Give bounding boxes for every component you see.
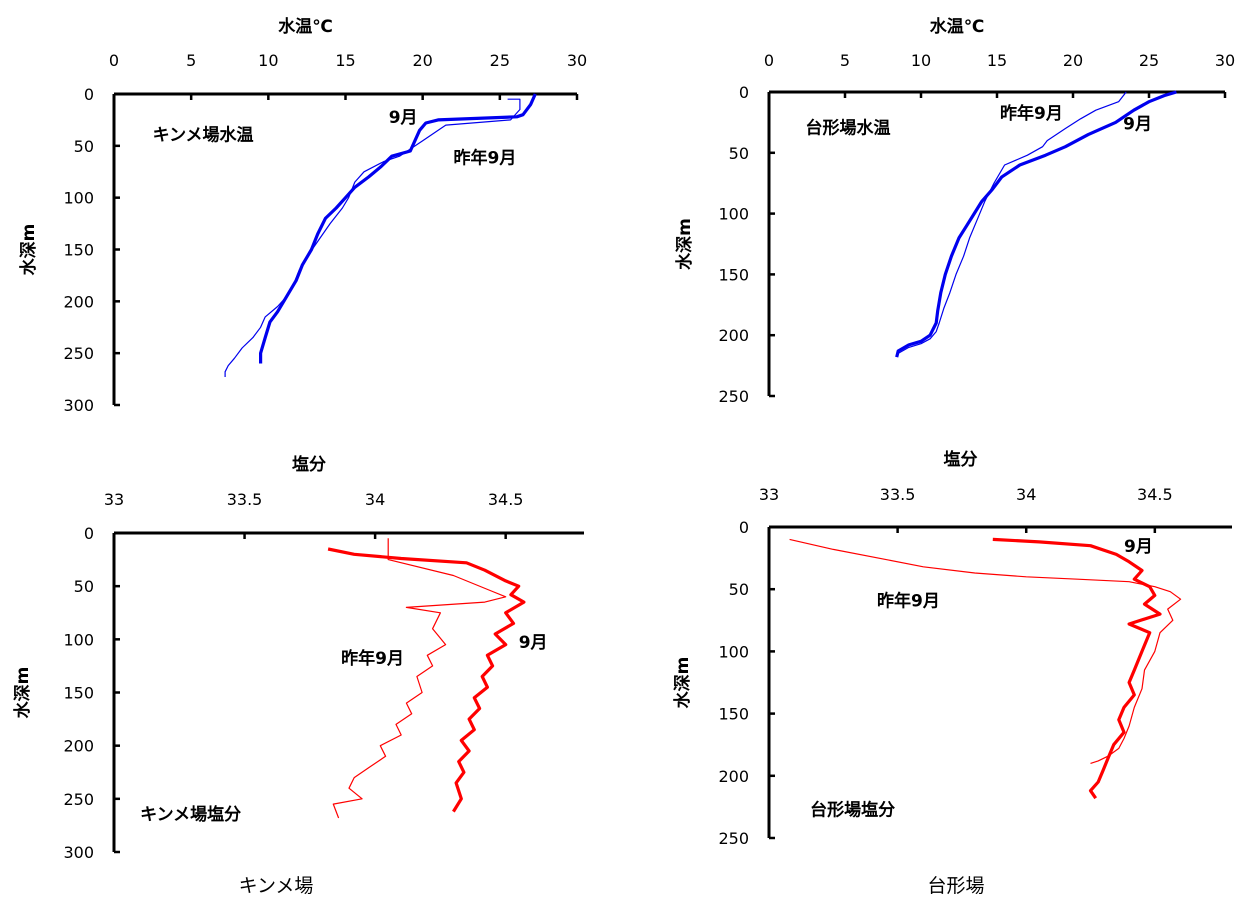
x-tick-label: 34 [365, 490, 385, 509]
y-tick-label: 250 [718, 829, 749, 848]
y-tick-label: 200 [63, 292, 94, 311]
y-tick-label: 100 [63, 630, 94, 649]
y-tick-label: 100 [718, 642, 749, 661]
y-tick-label: 150 [63, 684, 94, 703]
x-tick-label: 34 [1016, 485, 1036, 504]
y-tick-label: 50 [74, 137, 94, 156]
series-line-last-year [332, 538, 507, 819]
series-line-last-year [224, 98, 521, 377]
annotation-label: 9月 [519, 633, 548, 653]
x-tick-label: 25 [1139, 51, 1159, 70]
y-tick-label: 50 [729, 144, 749, 163]
annotation-label: 台形場水温 [805, 117, 890, 138]
x-tick-label: 10 [911, 51, 931, 70]
annotation-label: 9月 [1123, 115, 1152, 135]
x-axis-title: 水温℃ [930, 16, 985, 37]
series-line-current [259, 93, 537, 364]
x-tick-label: 5 [840, 51, 850, 70]
x-tick-label: 30 [567, 51, 587, 70]
y-tick-label: 250 [63, 344, 94, 363]
series-line-current [327, 547, 526, 813]
x-tick-label: 33.5 [880, 485, 916, 504]
y-tick-label: 200 [718, 767, 749, 786]
y-tick-label: 200 [718, 326, 749, 345]
annotation-label: 台形場塩分 [810, 800, 895, 821]
annotation-label: 9月 [389, 108, 418, 128]
y-tick-label: 0 [739, 518, 749, 537]
y-tick-label: 0 [84, 85, 94, 104]
annotation-label: キンメ場水温 [153, 125, 254, 146]
x-axis-title: 塩分 [292, 454, 326, 475]
y-tick-label: 50 [74, 577, 94, 596]
panel-kinme-temperature: 0 5 10 15 20 25 30050100150200250300水温℃水深mキンメ場… [18, 16, 587, 415]
y-axis-title: 水深m [674, 218, 695, 270]
annotation-label: キンメ場塩分 [140, 804, 241, 825]
y-axis-title: 水深m [672, 657, 693, 709]
x-tick-label: 34.5 [488, 490, 524, 509]
series-line-current [992, 537, 1162, 800]
annotation-label: 昨年9月 [341, 648, 404, 669]
x-tick-label: 20 [1063, 51, 1083, 70]
x-tick-label: 0 [764, 51, 774, 70]
x-tick-label: 0 [109, 51, 119, 70]
x-tick-label: 5 [186, 51, 196, 70]
y-tick-label: 300 [63, 843, 94, 862]
y-tick-label: 100 [718, 205, 749, 224]
series-line-current [895, 90, 1177, 358]
x-tick-label: 30 [1215, 51, 1235, 70]
y-tick-label: 0 [84, 524, 94, 543]
annotation-label: 昨年9月 [454, 147, 517, 168]
x-tick-label: 25 [490, 51, 510, 70]
x-tick-label: 33.5 [227, 490, 263, 509]
y-tick-label: 0 [739, 83, 749, 102]
y-tick-label: 300 [63, 396, 94, 415]
y-tick-label: 200 [63, 737, 94, 756]
x-tick-label: 10 [258, 51, 278, 70]
x-tick-label: 20 [412, 51, 432, 70]
y-tick-label: 150 [63, 241, 94, 260]
caption-daikei: 台形場 [927, 875, 984, 897]
series-line-last-year [789, 538, 1182, 764]
caption-kinme: キンメ場 [239, 875, 314, 897]
y-tick-label: 100 [63, 189, 94, 208]
x-tick-label: 15 [335, 51, 355, 70]
x-axis-title: 塩分 [944, 449, 978, 470]
annotation-label: 昨年9月 [877, 591, 940, 612]
y-tick-label: 150 [718, 705, 749, 724]
series-line-last-year [897, 91, 1127, 354]
x-tick-label: 33 [104, 490, 124, 509]
y-axis-title: 水深m [18, 224, 39, 276]
y-tick-label: 250 [718, 387, 749, 406]
x-tick-label: 34.5 [1137, 485, 1173, 504]
y-tick-label: 50 [729, 580, 749, 599]
annotation-label: 昨年9月 [1000, 103, 1063, 124]
x-axis-title: 水温℃ [278, 16, 333, 37]
y-axis-title: 水深m [12, 667, 33, 719]
y-tick-label: 250 [63, 790, 94, 809]
y-tick-label: 150 [718, 265, 749, 284]
panel-daikei-temperature: 0 5 10 15 20 25 30 0 50 100 150 200 250 水温℃ 水深m 台形場水温 昨年… [674, 16, 1235, 406]
x-tick-label: 15 [987, 51, 1007, 70]
x-tick-label: 33 [759, 485, 779, 504]
annotation-label: 9月 [1124, 537, 1153, 557]
